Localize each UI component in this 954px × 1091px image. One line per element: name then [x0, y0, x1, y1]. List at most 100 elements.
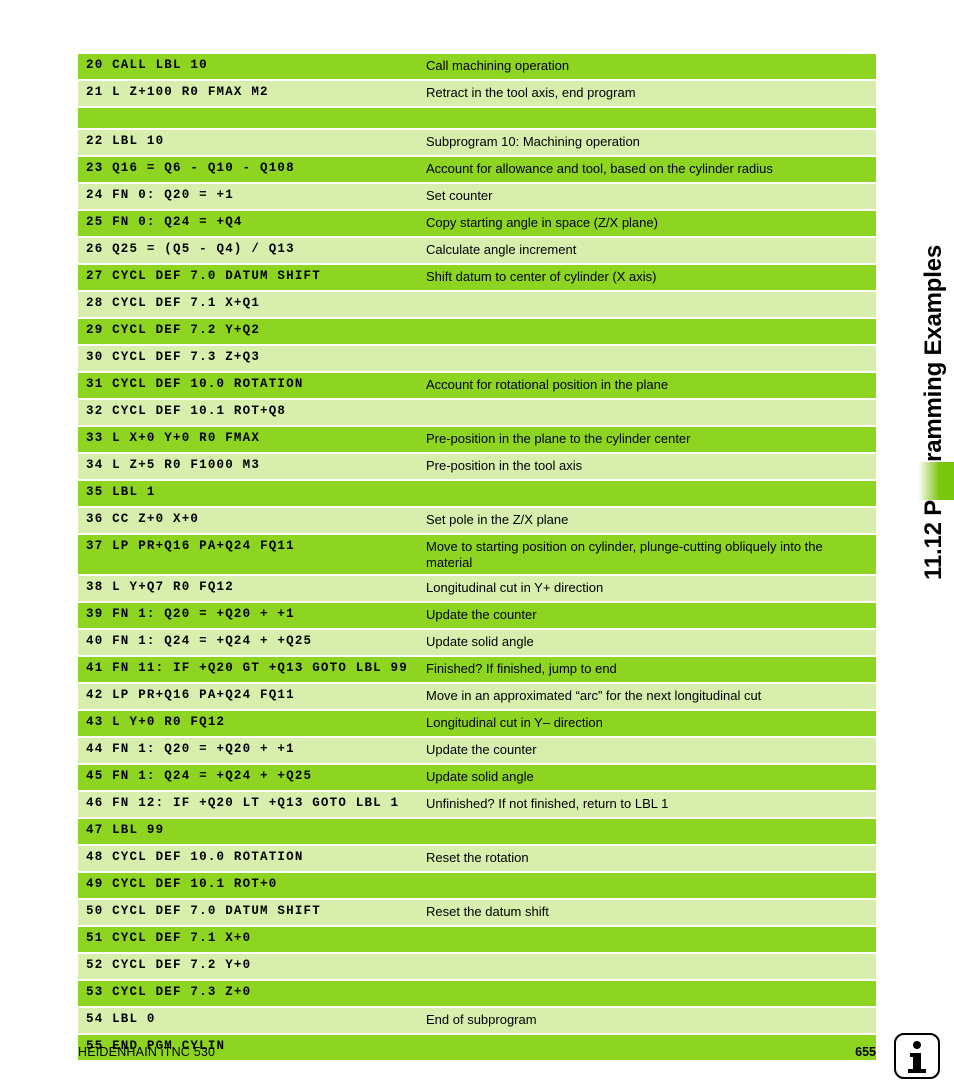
- code-cell: 54 LBL 0: [78, 1008, 422, 1033]
- table-row: 22 LBL 10Subprogram 10: Machining operat…: [78, 130, 876, 155]
- table-row: 36 CC Z+0 X+0Set pole in the Z/X plane: [78, 508, 876, 533]
- code-cell: 47 LBL 99: [78, 819, 422, 844]
- description-cell: [422, 927, 876, 952]
- code-cell: 52 CYCL DEF 7.2 Y+0: [78, 954, 422, 979]
- description-cell: Unfinished? If not finished, return to L…: [422, 792, 876, 817]
- description-cell: Finished? If finished, jump to end: [422, 657, 876, 682]
- description-cell: [422, 873, 876, 898]
- code-cell: 43 L Y+0 R0 FQ12: [78, 711, 422, 736]
- description-cell: Move in an approximated “arc” for the ne…: [422, 684, 876, 709]
- table-row: 39 FN 1: Q20 = +Q20 + +1Update the count…: [78, 603, 876, 628]
- code-cell: 23 Q16 = Q6 - Q10 - Q108: [78, 157, 422, 182]
- description-cell: Reset the datum shift: [422, 900, 876, 925]
- description-cell: Update solid angle: [422, 630, 876, 655]
- code-cell: 48 CYCL DEF 10.0 ROTATION: [78, 846, 422, 871]
- table-row: 40 FN 1: Q24 = +Q24 + +Q25Update solid a…: [78, 630, 876, 655]
- table-row: 42 LP PR+Q16 PA+Q24 FQ11Move in an appro…: [78, 684, 876, 709]
- table-row: 30 CYCL DEF 7.3 Z+Q3: [78, 346, 876, 371]
- code-cell: 51 CYCL DEF 7.1 X+0: [78, 927, 422, 952]
- table-row: 53 CYCL DEF 7.3 Z+0: [78, 981, 876, 1006]
- description-cell: [422, 819, 876, 844]
- table-row: 33 L X+0 Y+0 R0 FMAXPre-position in the …: [78, 427, 876, 452]
- code-cell: 42 LP PR+Q16 PA+Q24 FQ11: [78, 684, 422, 709]
- description-cell: Longitudinal cut in Y+ direction: [422, 576, 876, 601]
- table-row: 28 CYCL DEF 7.1 X+Q1: [78, 292, 876, 317]
- table-row: 51 CYCL DEF 7.1 X+0: [78, 927, 876, 952]
- code-cell: 24 FN 0: Q20 = +1: [78, 184, 422, 209]
- table-row: 37 LP PR+Q16 PA+Q24 FQ11Move to starting…: [78, 535, 876, 574]
- description-cell: Copy starting angle in space (Z/X plane): [422, 211, 876, 236]
- page-content: 20 CALL LBL 10Call machining operation21…: [78, 52, 876, 1062]
- description-cell: Update solid angle: [422, 765, 876, 790]
- description-cell: Move to starting position on cylinder, p…: [422, 535, 876, 574]
- section-title-vertical: 11.12 Programming Examples: [920, 245, 948, 580]
- code-cell: 36 CC Z+0 X+0: [78, 508, 422, 533]
- description-cell: [422, 400, 876, 425]
- description-cell: Pre-position in the plane to the cylinde…: [422, 427, 876, 452]
- description-cell: Set pole in the Z/X plane: [422, 508, 876, 533]
- code-cell: 35 LBL 1: [78, 481, 422, 506]
- code-cell: 26 Q25 = (Q5 - Q4) / Q13: [78, 238, 422, 263]
- footer-page-number: 655: [855, 1045, 876, 1059]
- table-row: 31 CYCL DEF 10.0 ROTATIONAccount for rot…: [78, 373, 876, 398]
- table-row: 47 LBL 99: [78, 819, 876, 844]
- description-cell: Retract in the tool axis, end program: [422, 81, 876, 106]
- description-cell: Update the counter: [422, 738, 876, 763]
- description-cell: [422, 319, 876, 344]
- table-row: 48 CYCL DEF 10.0 ROTATIONReset the rotat…: [78, 846, 876, 871]
- code-cell: 25 FN 0: Q24 = +Q4: [78, 211, 422, 236]
- table-row: 54 LBL 0End of subprogram: [78, 1008, 876, 1033]
- code-table: 20 CALL LBL 10Call machining operation21…: [78, 52, 876, 1062]
- description-cell: [422, 954, 876, 979]
- table-row: 20 CALL LBL 10Call machining operation: [78, 54, 876, 79]
- code-cell: 45 FN 1: Q24 = +Q24 + +Q25: [78, 765, 422, 790]
- table-row: 27 CYCL DEF 7.0 DATUM SHIFTShift datum t…: [78, 265, 876, 290]
- table-row: 46 FN 12: IF +Q20 LT +Q13 GOTO LBL 1Unfi…: [78, 792, 876, 817]
- description-cell: Call machining operation: [422, 54, 876, 79]
- code-cell: 46 FN 12: IF +Q20 LT +Q13 GOTO LBL 1: [78, 792, 422, 817]
- code-cell: 44 FN 1: Q20 = +Q20 + +1: [78, 738, 422, 763]
- table-row: 38 L Y+Q7 R0 FQ12Longitudinal cut in Y+ …: [78, 576, 876, 601]
- description-cell: [422, 981, 876, 1006]
- table-row: 35 LBL 1: [78, 481, 876, 506]
- description-cell: Pre-position in the tool axis: [422, 454, 876, 479]
- table-row: 44 FN 1: Q20 = +Q20 + +1Update the count…: [78, 738, 876, 763]
- code-cell: 53 CYCL DEF 7.3 Z+0: [78, 981, 422, 1006]
- code-cell: 33 L X+0 Y+0 R0 FMAX: [78, 427, 422, 452]
- code-cell: 41 FN 11: IF +Q20 GT +Q13 GOTO LBL 99: [78, 657, 422, 682]
- table-row: 29 CYCL DEF 7.2 Y+Q2: [78, 319, 876, 344]
- table-row: 24 FN 0: Q20 = +1Set counter: [78, 184, 876, 209]
- info-icon: [894, 1033, 940, 1079]
- description-cell: Subprogram 10: Machining operation: [422, 130, 876, 155]
- code-cell: 22 LBL 10: [78, 130, 422, 155]
- description-cell: Longitudinal cut in Y– direction: [422, 711, 876, 736]
- code-cell: 38 L Y+Q7 R0 FQ12: [78, 576, 422, 601]
- side-tab-marker: [918, 462, 954, 500]
- table-row: 26 Q25 = (Q5 - Q4) / Q13Calculate angle …: [78, 238, 876, 263]
- code-cell: 32 CYCL DEF 10.1 ROT+Q8: [78, 400, 422, 425]
- description-cell: End of subprogram: [422, 1008, 876, 1033]
- table-row: 43 L Y+0 R0 FQ12Longitudinal cut in Y– d…: [78, 711, 876, 736]
- description-cell: Set counter: [422, 184, 876, 209]
- table-row: 52 CYCL DEF 7.2 Y+0: [78, 954, 876, 979]
- description-cell: Account for rotational position in the p…: [422, 373, 876, 398]
- footer-product: HEIDENHAIN iTNC 530: [78, 1045, 215, 1059]
- code-cell: 31 CYCL DEF 10.0 ROTATION: [78, 373, 422, 398]
- page-footer: HEIDENHAIN iTNC 530 655: [78, 1045, 876, 1059]
- table-row: 50 CYCL DEF 7.0 DATUM SHIFTReset the dat…: [78, 900, 876, 925]
- code-cell: 34 L Z+5 R0 F1000 M3: [78, 454, 422, 479]
- description-cell: Account for allowance and tool, based on…: [422, 157, 876, 182]
- table-row: 34 L Z+5 R0 F1000 M3Pre-position in the …: [78, 454, 876, 479]
- code-cell: 39 FN 1: Q20 = +Q20 + +1: [78, 603, 422, 628]
- section-gap: [78, 108, 876, 128]
- table-row: 21 L Z+100 R0 FMAX M2Retract in the tool…: [78, 81, 876, 106]
- description-cell: Update the counter: [422, 603, 876, 628]
- table-row: 23 Q16 = Q6 - Q10 - Q108Account for allo…: [78, 157, 876, 182]
- table-row: 41 FN 11: IF +Q20 GT +Q13 GOTO LBL 99Fin…: [78, 657, 876, 682]
- table-row: 25 FN 0: Q24 = +Q4Copy starting angle in…: [78, 211, 876, 236]
- code-cell: 20 CALL LBL 10: [78, 54, 422, 79]
- code-cell: 49 CYCL DEF 10.1 ROT+0: [78, 873, 422, 898]
- description-cell: Calculate angle increment: [422, 238, 876, 263]
- table-row: 49 CYCL DEF 10.1 ROT+0: [78, 873, 876, 898]
- table-row: 45 FN 1: Q24 = +Q24 + +Q25Update solid a…: [78, 765, 876, 790]
